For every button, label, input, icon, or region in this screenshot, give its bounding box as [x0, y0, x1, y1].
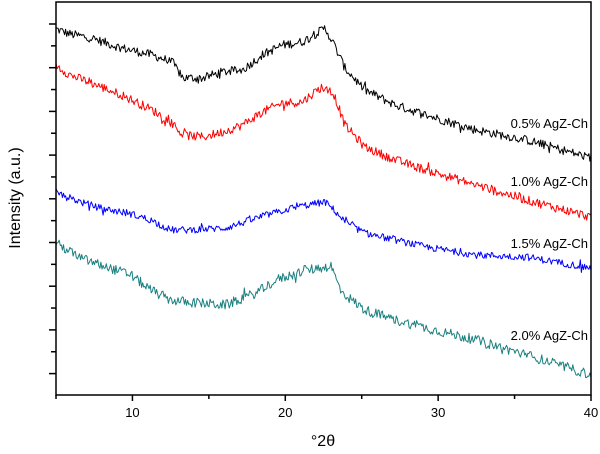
series-labels: 0.5% AgZ-Ch 1.0% AgZ-Ch 1.5% AgZ-Ch 2.0% Ag…: [511, 116, 588, 343]
x-tick-label: 20: [278, 405, 292, 420]
series-label: 1.0% AgZ-Ch: [511, 174, 588, 189]
x-tick-label: 30: [431, 405, 445, 420]
x-tick-label: 40: [584, 405, 598, 420]
x-axis-ticks: 10 20 30 40: [55, 395, 598, 420]
series-layer: [55, 25, 592, 379]
series-line-1: [55, 25, 592, 162]
series-label: 0.5% AgZ-Ch: [511, 116, 588, 131]
y-axis-ticks: [49, 23, 56, 375]
y-axis-title: Intensity (a.u.): [7, 147, 24, 248]
x-axis-title: °2θ: [311, 433, 335, 450]
series-label: 1.5% AgZ-Ch: [511, 236, 588, 251]
series-label: 2.0% AgZ-Ch: [511, 328, 588, 343]
series-line-4: [55, 239, 592, 379]
series-line-2: [55, 63, 592, 221]
x-tick-label: 10: [125, 405, 139, 420]
series-line-3: [55, 188, 592, 273]
